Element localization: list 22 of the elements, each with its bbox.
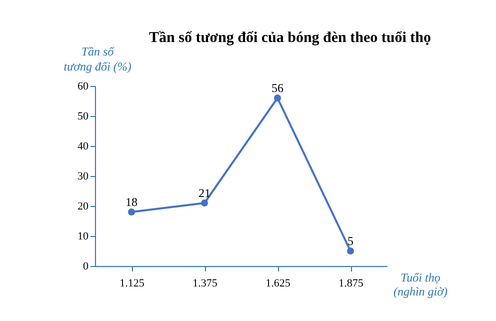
point — [200, 199, 208, 207]
x-axis-title: Tuổi thọ (nghìn giờ) — [393, 270, 448, 298]
x-tick-label: 1.125 — [120, 278, 145, 290]
point — [346, 247, 354, 255]
point — [274, 94, 282, 102]
data-label: 18 — [126, 195, 138, 209]
y-tick-label: 30 — [78, 170, 89, 182]
x-tick-label: 1.375 — [192, 278, 218, 290]
y-tick-label: 60 — [78, 80, 89, 92]
y-axis-title: Tần số tương đối (%) — [64, 44, 132, 74]
data-label: 56 — [272, 81, 284, 95]
x-tick-label: 1.625 — [266, 278, 291, 290]
data-label: 5 — [348, 234, 354, 248]
point — [128, 208, 136, 216]
y-tick-label: 10 — [78, 230, 89, 242]
y-tick-label: 20 — [78, 200, 89, 212]
y-tick-label: 50 — [78, 110, 89, 122]
chart-title: Tần số tương đối của bóng đèn theo tuổi thọ — [149, 30, 431, 46]
x-tick-label: 1.875 — [338, 278, 364, 290]
y-tick-label: 0 — [83, 260, 89, 272]
data-label: 21 — [198, 186, 210, 200]
y-tick-label: 40 — [78, 140, 89, 152]
